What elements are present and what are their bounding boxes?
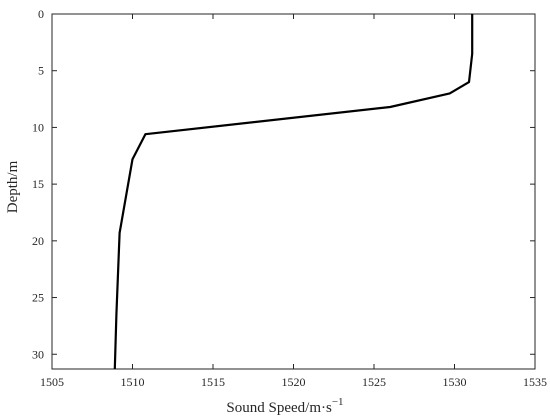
x-tick-label: 1535	[523, 375, 547, 389]
series-layer	[113, 14, 474, 370]
x-axis-label-superscript: −1	[332, 396, 344, 408]
x-tick-label: 1520	[282, 375, 306, 389]
x-axis-ticks: 1505 1510 1515 1520 1525 1530 1535	[40, 14, 547, 389]
x-tick-label: 1510	[121, 375, 145, 389]
y-axis-ticks: 0 5 10 15 20 25 30	[32, 7, 535, 361]
y-tick-label: 5	[38, 64, 44, 78]
x-tick-label: 1525	[362, 375, 386, 389]
x-axis-label: Sound Speed/m·s−1	[226, 396, 343, 416]
x-tick-label: 1515	[201, 375, 225, 389]
plot-frame	[51, 13, 536, 370]
y-tick-label: 10	[32, 120, 44, 134]
sound-speed-profile-line	[113, 14, 474, 370]
plot-area-border	[51, 13, 536, 370]
y-tick-label: 15	[32, 177, 44, 191]
x-tick-label: 1505	[40, 375, 64, 389]
y-tick-label: 30	[32, 347, 44, 361]
y-tick-label: 0	[38, 7, 44, 21]
x-axis-label-main: Sound Speed/m·s	[226, 400, 332, 416]
y-tick-label: 25	[32, 291, 44, 305]
x-tick-label: 1530	[443, 375, 467, 389]
y-axis-label: Depth/m	[5, 160, 21, 213]
y-tick-label: 20	[32, 234, 44, 248]
